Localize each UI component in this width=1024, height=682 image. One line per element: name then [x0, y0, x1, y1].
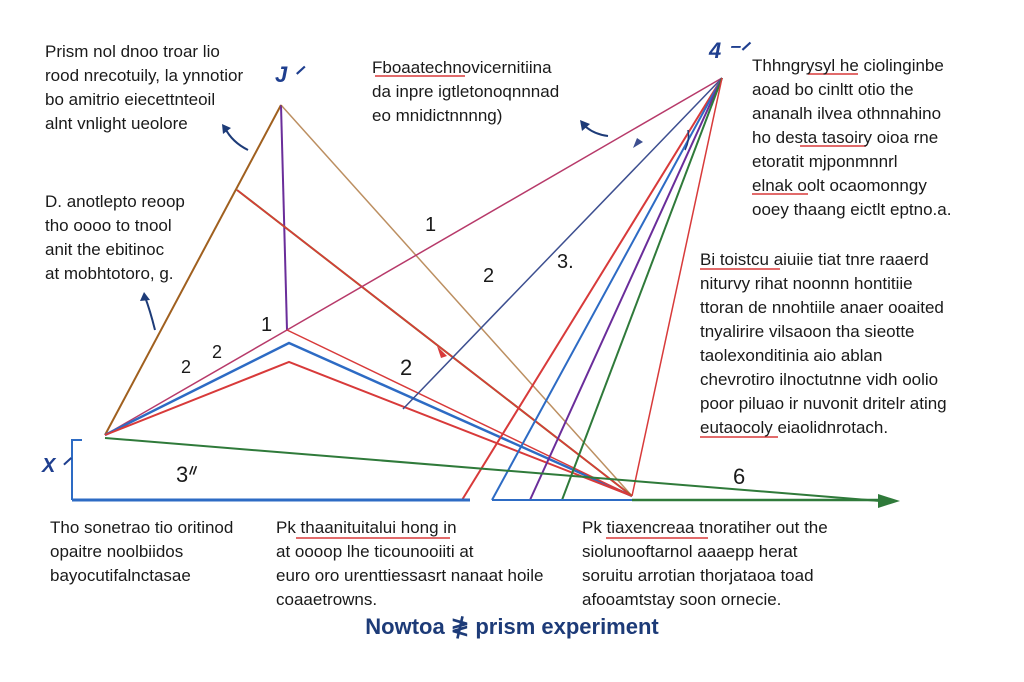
note-bottom-right: Pk tiaxencreaa tnoratiher out the siolun… [582, 518, 828, 609]
ray-number-2-b: 2 [212, 342, 223, 362]
note-mid-left: D. anotlepto reoop tho oooo to tnool ani… [45, 192, 185, 283]
ray-number-3-bottom: 3ᐥ [176, 462, 199, 487]
note-bottom-left: Tho sonetrao tio oritinod opaitre noolbi… [50, 518, 234, 585]
label-top-left: J ᐟ [275, 62, 303, 87]
ray-number-1-lower: 1 [261, 314, 273, 336]
red-ray-3 [286, 329, 633, 497]
blue-apex-ray [491, 77, 723, 501]
blue-bracket [71, 439, 82, 500]
navy-ray [402, 77, 723, 410]
prism-vertical-edge [280, 104, 288, 331]
purple-apex-ray [529, 77, 723, 501]
brown-ray [280, 104, 633, 497]
ray-number-3-upper: 3. [557, 251, 574, 273]
ray-number-2-a: 2 [181, 357, 192, 377]
note-bottom-center: Pk thaanituitalui hong in at oooop lhe t… [276, 518, 544, 609]
navy-ray-arrowhead [633, 138, 643, 148]
ray-number-1-upper: 1 [425, 214, 437, 236]
note-top-right: Thhngrysyl he ciolinginbe aoad bo cinltt… [752, 56, 952, 219]
green-apex-ray [561, 77, 723, 501]
note-mid-right: Bi toistcu aiuiie tiat tnre raaerd nitur… [700, 250, 947, 437]
ray-number-2-mid: 2 [400, 355, 413, 380]
note-top-left: Prism nol dnoo troar lio rood nrecotuily… [45, 42, 244, 133]
red-apex-ray [461, 77, 723, 501]
ray-number-6: 6 [733, 464, 746, 489]
magenta-ray [286, 77, 723, 331]
red-ray-2 [236, 189, 633, 497]
red-apex-ray-2 [631, 77, 723, 497]
green-arrowhead [878, 494, 900, 508]
arrow-apex-right [684, 129, 690, 151]
ray-number-2-upper: 2 [483, 265, 495, 287]
label-left-bottom: X ᐟ [42, 455, 70, 477]
blue-bent-ray [104, 341, 633, 498]
arrow-top-left-head [222, 124, 231, 134]
label-top-right: 4 ⁻ᐟ [709, 38, 749, 63]
green-ground-ray [104, 437, 881, 502]
prism-left-edge [104, 104, 282, 436]
red-mark [437, 346, 447, 358]
prism-inner-edge [104, 329, 288, 436]
arrow-mid-left-head [140, 292, 150, 301]
diagram-caption: Nowtoa ≹ prism experiment [365, 614, 659, 639]
note-top-center: Fboaatechnovicernitiina da inpre igtleto… [372, 58, 560, 125]
arrow-mid-left [144, 296, 156, 331]
arrow-top-center-head [580, 120, 590, 131]
